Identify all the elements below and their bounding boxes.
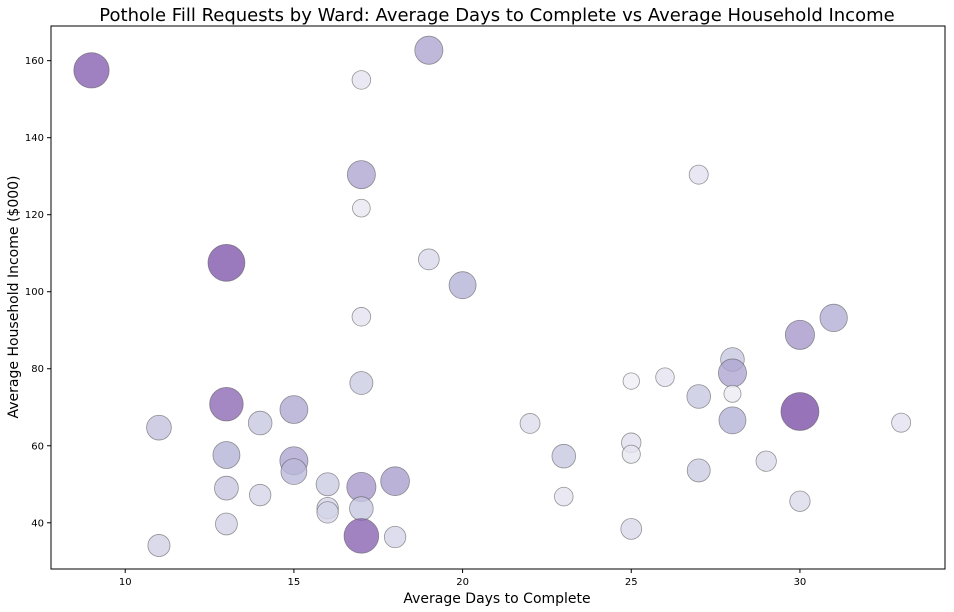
- x-axis-title: Average Days to Complete: [403, 591, 590, 607]
- data-point: [819, 303, 848, 333]
- data-point: [207, 243, 246, 282]
- data-point: [718, 406, 747, 435]
- data-point: [686, 384, 711, 409]
- y-tick-label: 80: [31, 364, 44, 375]
- x-tick-label: 25: [625, 577, 638, 588]
- data-point: [554, 486, 574, 507]
- y-axis: 40 60 80 100 120 140 160: [25, 56, 51, 529]
- data-point: [351, 70, 372, 90]
- x-tick-label: 30: [794, 577, 807, 588]
- data-point: [620, 518, 643, 540]
- x-axis: 10 15 20 25 30: [119, 569, 806, 588]
- data-point: [343, 518, 380, 554]
- data-point: [146, 414, 172, 441]
- data-point: [551, 443, 577, 469]
- data-point: [73, 52, 110, 89]
- data-point: [349, 371, 374, 395]
- data-point: [789, 490, 811, 512]
- data-point: [209, 386, 244, 422]
- data-point: [418, 248, 440, 271]
- data-point: [249, 483, 272, 507]
- bubble-layer: [73, 35, 912, 557]
- data-point: [784, 319, 815, 350]
- x-tick-label: 20: [456, 577, 469, 588]
- data-point: [346, 160, 376, 190]
- data-point: [247, 410, 273, 436]
- data-point: [718, 358, 747, 388]
- y-axis-title: Average Household Income ($000): [6, 176, 22, 419]
- data-point: [279, 395, 309, 424]
- data-point: [891, 412, 912, 433]
- data-point: [780, 392, 820, 431]
- data-point: [351, 307, 372, 327]
- data-point: [448, 271, 477, 300]
- data-point: [723, 384, 742, 403]
- y-tick-label: 100: [25, 287, 44, 298]
- data-point: [352, 198, 371, 218]
- data-point: [519, 413, 541, 434]
- x-tick-label: 10: [119, 577, 132, 588]
- data-point: [280, 458, 308, 485]
- data-point: [349, 496, 374, 521]
- data-point: [414, 35, 444, 65]
- y-tick-label: 120: [25, 210, 44, 221]
- data-point: [383, 525, 407, 549]
- y-tick-label: 160: [25, 56, 44, 67]
- data-point: [621, 444, 641, 464]
- x-tick-label: 15: [288, 577, 301, 588]
- y-tick-label: 40: [31, 518, 44, 529]
- data-point: [686, 458, 711, 483]
- data-point: [147, 534, 171, 557]
- data-point: [212, 441, 241, 469]
- data-point: [315, 472, 340, 497]
- y-tick-label: 60: [31, 441, 44, 452]
- data-point: [688, 164, 709, 185]
- chart-title: Pothole Fill Requests by Ward: Average D…: [99, 5, 894, 26]
- data-point: [214, 475, 239, 501]
- plot-frame: [50, 25, 946, 570]
- data-point: [655, 367, 675, 387]
- data-point: [215, 512, 238, 536]
- data-point: [622, 372, 640, 390]
- data-point: [380, 466, 410, 496]
- data-point: [755, 450, 777, 472]
- y-tick-label: 140: [25, 133, 44, 144]
- data-point: [316, 501, 339, 524]
